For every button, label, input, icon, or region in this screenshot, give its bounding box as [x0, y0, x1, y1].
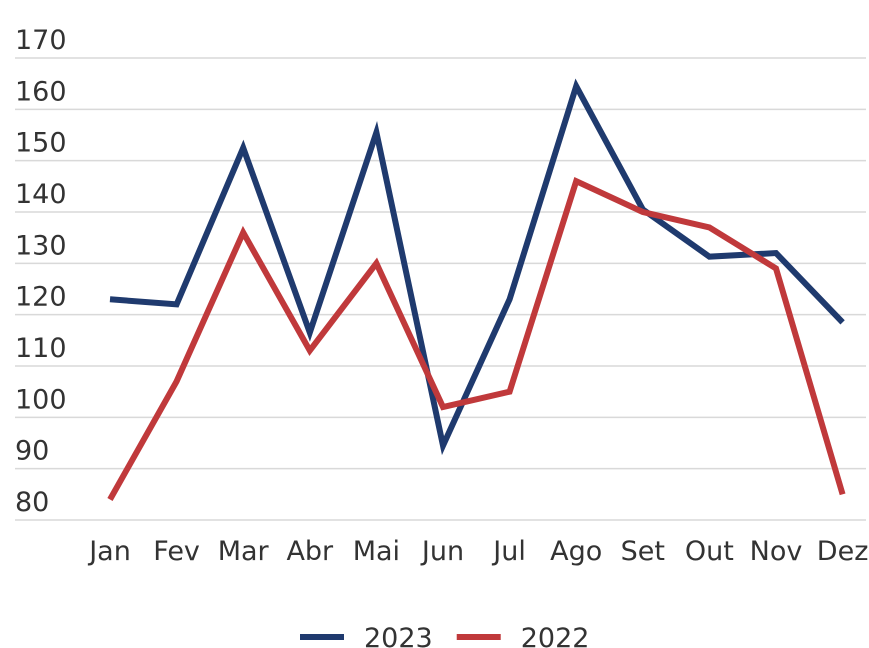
x-tick-label: Jun: [420, 536, 464, 567]
x-tick-label: Fev: [153, 536, 200, 567]
x-tick-label: Nov: [750, 536, 803, 567]
x-tick-label: Out: [685, 536, 734, 567]
legend-label: 2022: [521, 623, 590, 648]
series-line: [109, 78, 845, 456]
x-tick-label: Mai: [353, 536, 400, 567]
x-tick-label: Abr: [286, 536, 334, 567]
series-line: [107, 177, 846, 501]
y-tick-label: 160: [15, 76, 67, 107]
y-tick-label: 100: [15, 384, 67, 415]
y-tick-label: 170: [15, 25, 67, 56]
legend-label: 2023: [364, 623, 433, 648]
y-tick-label: 130: [15, 230, 67, 261]
y-tick-label: 150: [15, 128, 67, 159]
x-tick-label: Ago: [550, 536, 602, 567]
x-tick-label: Mar: [218, 536, 270, 567]
x-tick-label: Dez: [817, 536, 869, 567]
y-tick-label: 140: [15, 179, 67, 210]
y-tick-label: 80: [15, 487, 49, 518]
y-tick-label: 110: [15, 333, 67, 364]
x-tick-label: Set: [621, 536, 665, 567]
x-tick-label: Jul: [491, 536, 526, 567]
y-tick-label: 90: [15, 436, 49, 467]
y-tick-label: 120: [15, 282, 67, 313]
x-tick-label: Jan: [87, 536, 131, 567]
